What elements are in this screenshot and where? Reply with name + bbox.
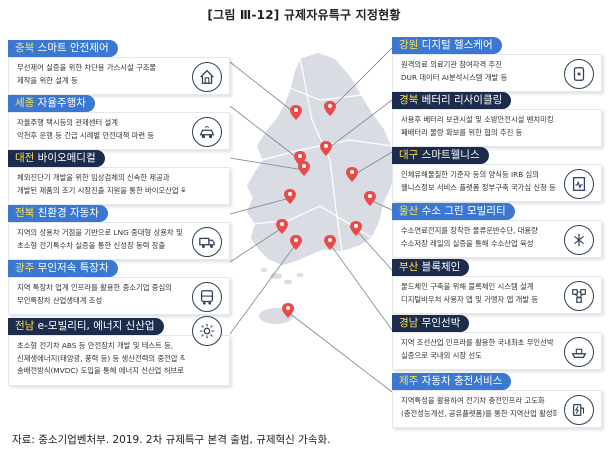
charging-icon	[564, 395, 594, 425]
pin-jeonbuk	[284, 189, 296, 204]
pin-jeonnam	[290, 235, 302, 250]
autonomous-car-icon	[192, 117, 222, 147]
blockchain-icon	[564, 281, 594, 311]
zone-card-jeonnam: 전남 e-모빌리티, 에너지 신산업 초소형 전기차 ABS 등 안전장치 개발…	[8, 316, 230, 386]
zone-description: 초소형 전기차 ABS 등 안전장치 개발 및 테스트 등, 신재생에너지(태양…	[8, 335, 230, 386]
pin-gyeongnam	[324, 235, 336, 250]
zone-header: 전남 e-모빌리티, 에너지 신산업	[8, 318, 164, 335]
zone-card-gwangju: 광주 무인저속 특장차 지역 특장차 업계 인프라를 활용한 중소기업 중심의 …	[8, 260, 230, 315]
pin-gwangju	[276, 219, 288, 234]
bus-icon	[192, 282, 222, 312]
ship-icon	[564, 337, 594, 367]
zone-description: 체외진단기 개발을 위한 임상검체의 신속한 제공과 개발된 제품의 조기 시장…	[8, 167, 230, 205]
zone-header: 전북 친환경 자동차	[8, 205, 108, 222]
zone-card-busan: 부산 블록체인 물드체인 구축을 위해 블록체인 시스템 설계 디지털바우처 사…	[392, 259, 602, 314]
peninsula-shape	[245, 51, 397, 324]
zone-card-gyeongnam: 경남 무인선박 지역 조선산업 인프라를 활용한 국내최초 무인선박 실증으로 …	[392, 315, 602, 370]
pin-ulsan	[364, 191, 376, 206]
zone-card-sejong: 세종 자율주행차 자율주행 택시등의 관제센터 설계 악천후 운행 등 긴급 시…	[8, 95, 230, 150]
pin-jeju	[282, 303, 294, 318]
zone-header: 세종 자율주행차	[8, 95, 95, 112]
figure-title: [그림 Ⅲ-12] 규제자유특구 지정현황	[207, 8, 401, 22]
pin-chungbuk	[290, 105, 302, 120]
leader-lines	[229, 47, 393, 393]
pin-daegu	[346, 167, 358, 182]
pin-daejeon	[298, 161, 310, 176]
zone-card-ulsan: 울산 수소 그린 모빌리티 수소연료전지를 장착한 물류운반수단, 대용량 수소…	[392, 203, 602, 258]
pin-busan	[350, 221, 362, 236]
zone-card-chungbuk: 충북 스마트 안전제어 무선제어 실증을 위한 차단용 가스시설 구조물 제작을…	[8, 40, 230, 95]
zone-header: 충북 스마트 안전제어	[8, 40, 118, 57]
truck-icon	[192, 227, 222, 257]
zone-header: 제주 자동차 충전서비스	[392, 373, 512, 390]
zone-card-jeju: 제주 자동차 충전서비스 지역특성을 활용하여 전기차 충전인프라 고도화 (충…	[392, 373, 602, 428]
pin-gyeongbuk	[320, 141, 332, 156]
zone-header: 경남 무인선박	[392, 315, 470, 332]
hydrogen-icon	[564, 225, 594, 255]
source-note: 자료: 중소기업벤처부. 2019. 2차 규제특구 본격 출범, 규제혁신 가…	[12, 434, 331, 446]
zone-card-gangwon: 강원 디지털 헬스케어 원격의료 의료기관 참여자격 추진 DUR 데이터 AI…	[392, 37, 602, 92]
zone-description: 사용후 베터리 보관시설 및 소방안전시설 벤치마킹 폐배터리 물량 확보를 위…	[392, 109, 602, 147]
wellness-icon	[564, 169, 594, 199]
zone-header: 광주 무인저속 특장차	[8, 260, 118, 277]
zone-card-daejeon: 대전 바이오메디컬 체외진단기 개발을 위한 임상검체의 신속한 제공과 개발된…	[8, 150, 230, 205]
zone-header: 대구 스마트웰니스	[392, 147, 489, 164]
house-control-icon	[192, 62, 222, 92]
energy-icon	[192, 316, 222, 346]
zone-header: 울산 수소 그린 모빌리티	[392, 203, 515, 220]
zone-header: 경북 베터리 리사이클링	[392, 92, 512, 109]
pin-gangwon	[324, 101, 336, 116]
zone-header: 대전 바이오메디컬	[8, 150, 105, 167]
zone-header: 강원 디지털 헬스케어	[392, 37, 502, 54]
zone-card-jeonbuk: 전북 친환경 자동차 지역의 상용차 거점을 기반으로 LNG 중대형 상용차 …	[8, 205, 230, 260]
zone-card-daegu: 대구 스마트웰니스 인체유해물질한 기준자 등의 양식등 IRB 심의 웰니스정…	[392, 147, 602, 202]
zone-card-gyeongbuk: 경북 베터리 리사이클링 사용후 베터리 보관시설 및 소방안전시설 벤치마킹 …	[392, 92, 602, 147]
health-device-icon	[564, 59, 594, 89]
zone-header: 부산 블록체인	[392, 259, 470, 276]
